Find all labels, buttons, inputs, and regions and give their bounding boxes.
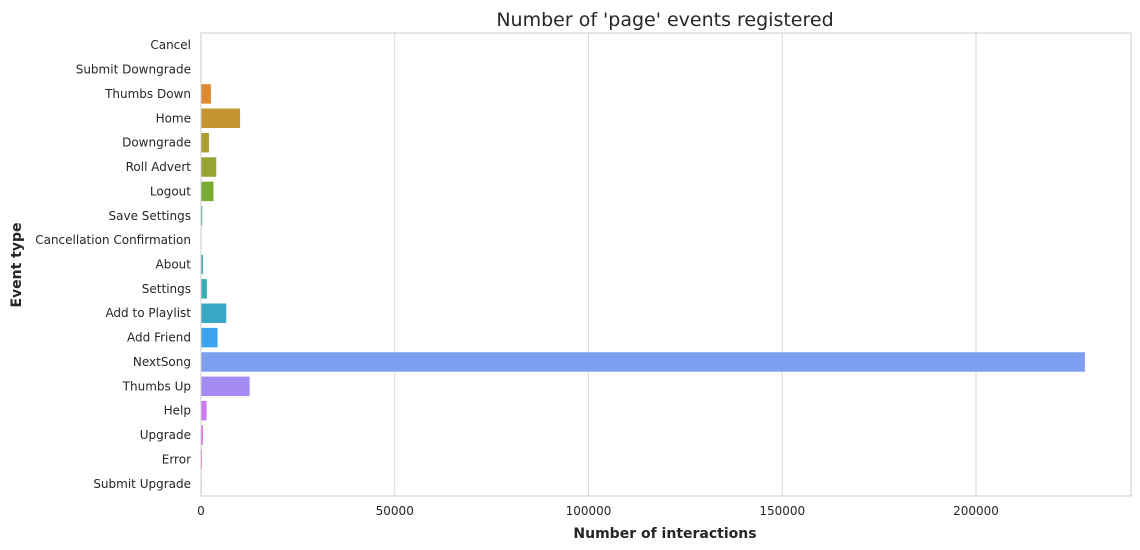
bar-roll-advert xyxy=(201,157,217,177)
y-tick-label: Add Friend xyxy=(127,331,191,345)
x-tick-label: 0 xyxy=(197,504,205,518)
plot-frame xyxy=(200,32,1132,497)
bar-upgrade xyxy=(201,425,203,445)
y-tick-label: Thumbs Down xyxy=(104,87,191,101)
x-tick-label: 200000 xyxy=(953,504,999,518)
y-tick-label: Cancel xyxy=(150,38,191,52)
bar-downgrade xyxy=(201,132,209,153)
bars xyxy=(201,35,1085,494)
y-tick-label: Error xyxy=(162,452,191,466)
x-axis-title: Number of interactions xyxy=(573,526,756,542)
y-tick-label: About xyxy=(156,258,192,272)
y-tick-label: Downgrade xyxy=(122,136,191,150)
y-tick-label: NextSong xyxy=(133,355,191,369)
y-tick-label: Help xyxy=(164,404,191,418)
bar-home xyxy=(201,108,241,129)
y-tick-label: Roll Advert xyxy=(126,160,192,174)
x-tick-label: 150000 xyxy=(759,504,805,518)
y-tick-label: Save Settings xyxy=(109,209,192,223)
y-tick-label: Submit Upgrade xyxy=(93,477,191,491)
bar-add-friend xyxy=(201,327,218,348)
bar-add-to-playlist xyxy=(201,303,227,323)
bar-nextsong xyxy=(201,352,1085,372)
y-tick-labels: Cancel Submit Downgrade Thumbs Down Home Dow… xyxy=(35,38,191,491)
bar-help xyxy=(201,400,207,421)
y-tick-label: Thumbs Up xyxy=(122,379,191,393)
y-tick-label: Cancellation Confirmation xyxy=(35,233,191,247)
x-tick-labels: 0 50000 100000 150000 200000 xyxy=(197,504,999,518)
y-tick-label: Logout xyxy=(150,184,191,198)
y-tick-label: Settings xyxy=(142,282,191,296)
bar-save-settings xyxy=(201,206,203,226)
bar-thumbs-down xyxy=(201,84,211,104)
bar-thumbs-up xyxy=(201,376,250,397)
y-tick-label: Upgrade xyxy=(140,428,191,442)
y-tick-label: Home xyxy=(156,111,191,125)
gridlines xyxy=(200,33,977,496)
bar-logout xyxy=(201,181,214,202)
bar-settings xyxy=(201,279,207,299)
y-tick-label: Add to Playlist xyxy=(105,306,191,320)
y-tick-label: Submit Downgrade xyxy=(76,63,191,77)
x-tick-label: 50000 xyxy=(376,504,414,518)
y-axis-title: Event type xyxy=(9,222,25,307)
x-tick-label: 100000 xyxy=(566,504,612,518)
chart-title: Number of 'page' events registered xyxy=(496,9,833,31)
bar-about xyxy=(201,254,203,275)
